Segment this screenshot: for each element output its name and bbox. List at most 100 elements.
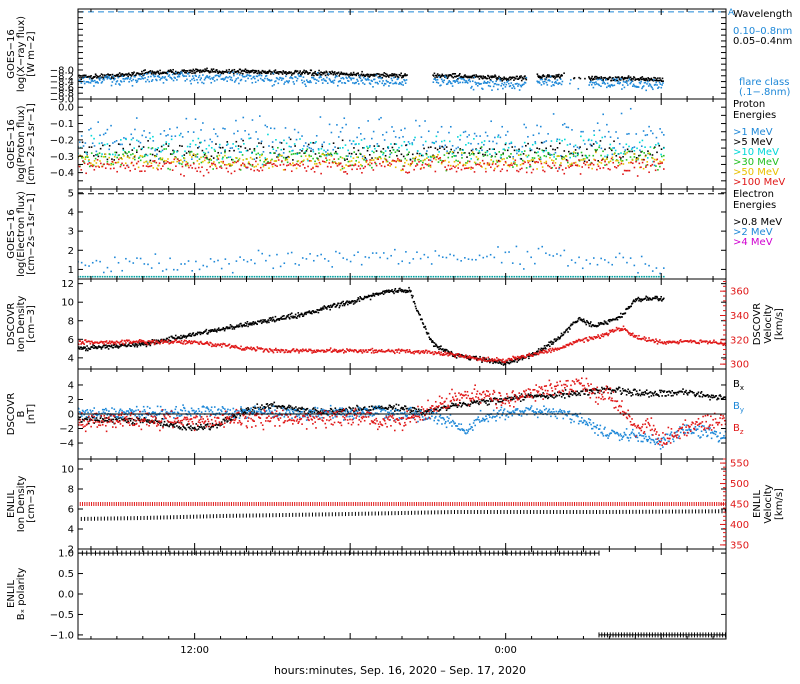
data-point [356,156,358,158]
data-point [189,72,191,74]
data-point [301,79,303,81]
data-point [474,133,476,135]
data-point [464,276,466,278]
data-point [412,161,414,163]
data-point [253,158,255,160]
data-point [244,130,246,132]
data-point [263,80,265,82]
data-point [147,166,149,168]
data-point [304,152,306,154]
data-point [634,153,636,155]
data-point [542,166,544,168]
data-point [410,163,412,165]
data-point [419,125,421,127]
panel-series-xray [77,68,664,92]
data-point [598,85,600,87]
data-point [231,77,233,79]
data-point [359,300,361,302]
data-point [137,342,139,344]
data-point [329,79,331,81]
data-point [562,159,564,161]
data-point [545,78,547,80]
data-point [628,146,630,148]
data-point [187,163,189,165]
data-point [90,75,92,77]
data-point [87,350,89,352]
data-point [108,76,110,78]
data-point [645,82,647,84]
data-point [329,143,331,145]
data-point [128,339,130,341]
data-point [646,276,648,278]
data-point [617,137,619,139]
data-point [132,262,134,264]
data-point [181,72,183,74]
data-point [85,350,87,352]
data-point [415,306,417,308]
data-point [350,302,352,304]
data-point [133,147,135,149]
data-point [224,164,226,166]
data-point [164,76,166,78]
data-point [165,141,167,143]
data-point [315,166,317,168]
data-point [358,165,360,167]
data-point [632,159,634,161]
data-point [513,276,515,278]
data-point [334,80,336,82]
data-point [120,139,122,141]
data-point [443,82,445,84]
data-point [214,261,216,263]
data-point [537,350,539,352]
data-point [111,158,113,160]
data-point [337,165,339,167]
data-point [503,84,505,86]
data-point [266,126,268,128]
data-point [625,81,627,83]
data-point [575,164,577,166]
data-point [350,72,352,74]
data-point [545,276,547,278]
data-point [471,153,473,155]
data-point [266,162,268,164]
data-point [108,342,110,344]
data-point [255,131,257,133]
data-point [505,252,507,254]
data-point [456,171,458,173]
data-point [413,139,415,141]
legend-title: Wavelength [733,9,792,20]
data-point [164,160,166,162]
data-point [169,162,171,164]
data-point [162,76,164,78]
data-point [318,159,320,161]
data-point [243,143,245,145]
data-point [454,150,456,152]
data-point [417,159,419,161]
data-point [244,164,246,166]
data-point [327,276,329,278]
data-point [457,160,459,162]
data-point [659,273,661,275]
data-point [500,157,502,159]
data-point [357,276,359,278]
data-point [500,161,502,163]
data-point [136,163,138,165]
data-point [296,168,298,170]
data-point [415,308,417,310]
data-point [311,313,313,315]
data-point [236,78,238,80]
data-point [155,148,157,150]
data-point [333,82,335,84]
data-point [372,293,374,295]
data-point [442,256,444,258]
data-point [469,276,471,278]
data-point [469,154,471,156]
data-point [604,259,606,261]
series-dscovr_density-1 [77,326,773,364]
data-point [600,155,602,157]
data-point [356,79,358,81]
data-point [378,77,380,79]
data-point [160,133,162,135]
data-point [487,155,489,157]
data-point [79,141,81,143]
